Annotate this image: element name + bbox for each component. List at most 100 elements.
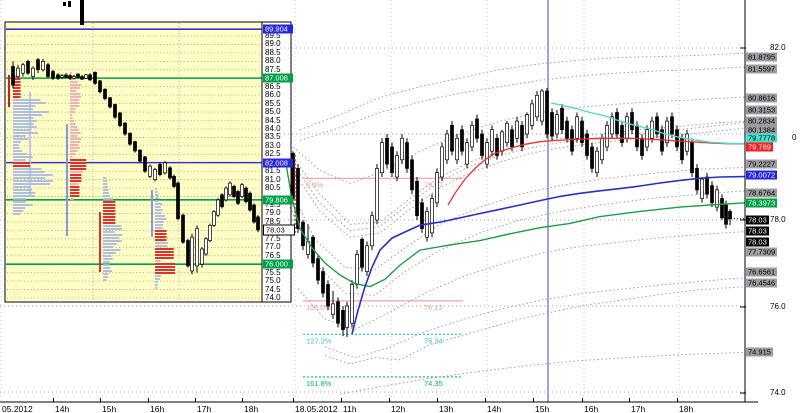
volume-profile-bar — [70, 93, 81, 95]
main-candle-body — [530, 103, 534, 126]
volume-profile-bar — [155, 251, 174, 253]
volume-profile-bar — [103, 249, 121, 251]
main-candle-body — [535, 94, 539, 118]
volume-profile-bar — [155, 218, 167, 220]
volume-profile-bar — [70, 192, 80, 194]
volume-profile-bar — [155, 278, 161, 280]
volume-profile-bar — [13, 96, 21, 98]
volume-profile-bar — [70, 96, 82, 98]
volume-profile-bar — [13, 141, 21, 143]
volume-profile-bar — [103, 204, 116, 206]
volume-profile-bar — [70, 180, 82, 182]
volume-profile-bar — [103, 195, 111, 197]
volume-profile-bar — [155, 248, 174, 250]
volume-profile-bar — [13, 105, 36, 107]
main-candle-body — [615, 112, 619, 135]
inset-candle-body — [232, 186, 236, 197]
volume-profile-bar — [155, 200, 159, 202]
main-candle-body — [585, 133, 589, 156]
inset-candle-body — [16, 67, 20, 77]
main-candle-body — [728, 211, 732, 220]
main-candle-body — [675, 129, 679, 148]
main-candle-body — [475, 118, 479, 139]
main-candle-body — [705, 176, 709, 195]
main-candle-body — [331, 303, 335, 315]
main-candle-body — [440, 146, 444, 178]
inset-candle-body — [93, 71, 97, 84]
envelope-band-line — [289, 190, 746, 296]
volume-profile-bar — [103, 261, 110, 263]
inset-candle-body — [236, 191, 240, 204]
volume-profile-bar — [103, 219, 116, 221]
volume-profile-bar — [155, 227, 163, 229]
main-candle-body — [724, 204, 728, 225]
inset-candle-body — [240, 184, 244, 197]
volume-profile-bar — [70, 189, 80, 191]
main-candle-body — [495, 137, 499, 156]
inset-candle-body — [228, 182, 232, 196]
volume-profile-bar — [155, 224, 163, 226]
volume-profile-bar — [103, 192, 109, 194]
main-candle-body — [545, 90, 549, 135]
inset-candle-body — [200, 248, 204, 265]
stray-candle-mark — [63, 2, 66, 6]
main-candle-body — [520, 125, 524, 148]
inset-candle-body — [244, 187, 248, 202]
main-candle-body — [665, 120, 669, 143]
volume-profile-bar — [103, 183, 108, 185]
ma-cyan — [550, 102, 745, 145]
inset-candle-body — [108, 97, 112, 108]
volume-profile-bar — [155, 206, 161, 208]
volume-profile-bar — [155, 275, 162, 277]
volume-profile-bar — [70, 99, 80, 101]
volume-profile-bar — [70, 198, 74, 200]
inset-candle-body — [163, 162, 167, 174]
inset-candle-body — [138, 149, 142, 162]
volume-profile-bar — [70, 84, 81, 86]
inset-candle-body — [224, 187, 228, 201]
volume-profile-bar — [70, 186, 80, 188]
main-candle-body — [435, 172, 439, 204]
inset-candle-body — [51, 71, 55, 79]
main-candle-body — [625, 116, 629, 139]
volume-profile-bar — [155, 236, 167, 238]
volume-profile-bar — [70, 165, 87, 167]
volume-profile-bar — [70, 162, 87, 164]
volume-profile-bar — [13, 153, 27, 155]
volume-profile-bar — [103, 201, 116, 203]
main-candle-body — [291, 153, 295, 199]
volume-profile-bar — [103, 177, 106, 179]
volume-profile-bar — [103, 240, 122, 242]
inset-candle-body — [72, 76, 76, 79]
main-candle-body — [610, 116, 614, 135]
volume-profile-bar — [70, 108, 76, 110]
main-candle-body — [365, 245, 369, 272]
inset-candle-body — [21, 64, 25, 74]
inset-candle-body — [168, 167, 172, 179]
volume-profile-bar — [103, 228, 123, 230]
volume-profile-bar — [70, 144, 79, 146]
ma-blue — [351, 175, 746, 335]
volume-profile-bar — [13, 183, 51, 185]
fib-level-value: 75.34 — [424, 336, 443, 345]
volume-profile-bar — [13, 165, 31, 167]
main-candle-body — [415, 180, 419, 217]
volume-profile-bar — [103, 279, 107, 281]
volume-profile-bar — [13, 102, 47, 104]
inset-candle-body — [41, 61, 45, 71]
volume-profile-bar — [155, 221, 164, 223]
volume-profile-bar — [70, 78, 76, 80]
main-candle-body — [605, 125, 609, 148]
main-candle-body — [460, 129, 464, 152]
volume-profile-bar — [13, 81, 21, 83]
volume-profile-bar — [155, 260, 161, 262]
volume-profile-bar — [13, 99, 41, 101]
inset-candle-body — [212, 211, 216, 226]
main-candle-body — [655, 116, 659, 135]
volume-profile-bar — [70, 114, 73, 116]
inset-candle-body — [76, 73, 80, 78]
volume-profile-bar — [70, 111, 75, 113]
volume-profile-bar — [13, 177, 46, 179]
envelope-band-line — [299, 52, 746, 131]
